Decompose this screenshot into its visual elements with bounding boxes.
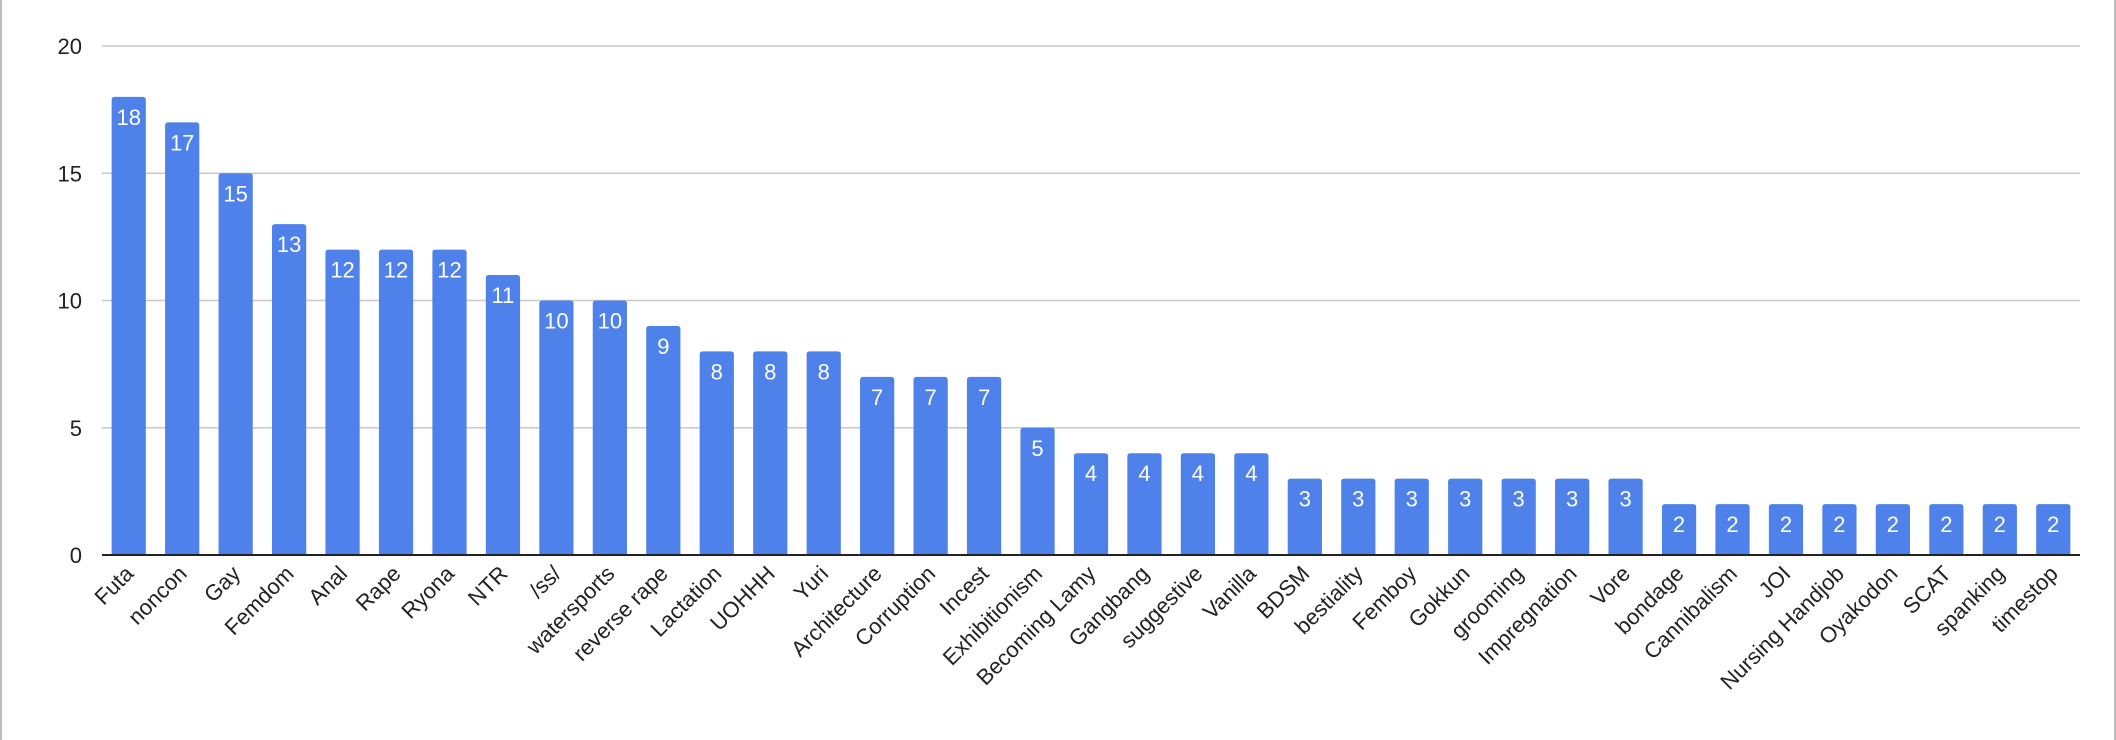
data-label: 4	[1245, 461, 1257, 486]
bar-lactation	[699, 351, 734, 555]
data-label: 9	[657, 334, 669, 359]
gridlines	[102, 45, 2080, 429]
bar-nursing-handjob	[1822, 504, 1857, 555]
data-label: 4	[1138, 461, 1150, 486]
data-label: 7	[924, 385, 936, 410]
data-label: 2	[1887, 512, 1899, 537]
bar-noncon	[165, 122, 200, 555]
data-label: 8	[764, 359, 776, 384]
x-tick-label: noncon	[123, 561, 192, 630]
data-label: 12	[437, 258, 461, 283]
bar-incest	[966, 376, 1002, 555]
bar-futa	[111, 96, 146, 556]
x-tick-label: NTR	[463, 561, 513, 611]
x-tick-label: Ryona	[396, 560, 459, 623]
data-label: 3	[1566, 487, 1578, 512]
data-label: 18	[116, 105, 140, 130]
bar-watersports	[592, 300, 627, 555]
bar-bestiality	[1341, 478, 1376, 555]
x-tick-label: Vanilla	[1198, 560, 1262, 624]
bar-grooming	[1501, 478, 1536, 555]
bars	[111, 96, 2071, 556]
bar-joi	[1768, 504, 1804, 555]
bar-anal	[325, 249, 360, 555]
bar-gangbang	[1127, 453, 1162, 555]
y-tick-label: 20	[58, 34, 82, 59]
data-label: 2	[2047, 512, 2059, 537]
bar-cannibalism	[1715, 504, 1750, 555]
bar-rape	[378, 249, 414, 555]
bar-oyakodon	[1875, 504, 1910, 555]
data-label: 2	[1940, 512, 1952, 537]
bar-gokkun	[1448, 478, 1483, 555]
bar-vanilla	[1234, 453, 1269, 555]
data-label: 4	[1085, 461, 1097, 486]
data-label: 3	[1619, 487, 1631, 512]
data-label: 2	[1780, 512, 1792, 537]
data-label: 3	[1406, 487, 1418, 512]
bar-exhibitionism	[1020, 427, 1055, 555]
bar-bdsm	[1287, 478, 1322, 555]
bar-corruption	[913, 376, 948, 555]
bar-timestop	[2036, 504, 2071, 555]
data-label: 5	[1031, 436, 1043, 461]
bar-spanking	[1982, 504, 2017, 555]
data-label: 17	[170, 130, 194, 155]
data-label: 4	[1192, 461, 1204, 486]
data-label: 3	[1459, 487, 1471, 512]
x-tick-label: /ss/	[524, 560, 567, 603]
bar-ss	[539, 300, 574, 555]
bar-femdom	[272, 224, 307, 555]
data-label: 2	[1833, 512, 1845, 537]
data-label: 15	[223, 181, 247, 206]
data-label: 7	[871, 385, 883, 410]
bar-reverse-rape	[646, 325, 681, 555]
y-tick-label: 15	[58, 161, 82, 186]
data-label: 12	[330, 258, 354, 283]
data-label: 3	[1352, 487, 1364, 512]
data-label: 10	[544, 309, 568, 334]
data-label: 3	[1299, 487, 1311, 512]
bar-uohhh	[753, 351, 788, 555]
x-tick-label: Yuri	[789, 561, 833, 605]
bar-ntr	[485, 275, 521, 555]
y-tick-label: 10	[58, 289, 82, 314]
bar-gay	[218, 173, 253, 555]
data-label: 2	[1994, 512, 2006, 537]
bar-becoming-lamy	[1073, 453, 1109, 555]
y-axis: 0 5 10 15 20	[58, 34, 82, 568]
bar-ryona	[432, 249, 467, 555]
bar-impregnation	[1555, 478, 1590, 555]
x-tick-label: JOI	[1754, 561, 1796, 603]
data-label: 2	[1673, 512, 1685, 537]
data-label: 3	[1513, 487, 1525, 512]
bar-scat	[1929, 504, 1964, 555]
data-label: 13	[277, 232, 301, 257]
data-label: 11	[492, 283, 515, 308]
data-label: 2	[1726, 512, 1738, 537]
y-tick-label: 5	[70, 416, 82, 441]
data-label: 10	[598, 309, 622, 334]
x-tick-label: Gay	[199, 561, 245, 607]
bar-femboy	[1394, 478, 1429, 555]
bar-yuri	[806, 351, 841, 555]
data-label: 8	[818, 359, 830, 384]
bar-architecture	[860, 376, 895, 555]
bar-vore	[1608, 478, 1643, 555]
x-tick-label: Anal	[303, 561, 352, 610]
data-label: 7	[978, 385, 990, 410]
data-label: 12	[384, 258, 408, 283]
y-tick-label: 0	[70, 543, 82, 568]
bar-suggestive	[1180, 453, 1216, 555]
data-label: 8	[711, 359, 723, 384]
data-labels: 18 17 15 13 12 12 12 11 10 10 9 8 8 8 7 7 7 5 4 4 4 4 3 3 3 3 3 3 3 2…	[116, 105, 2059, 537]
bar-bondage	[1661, 504, 1697, 555]
